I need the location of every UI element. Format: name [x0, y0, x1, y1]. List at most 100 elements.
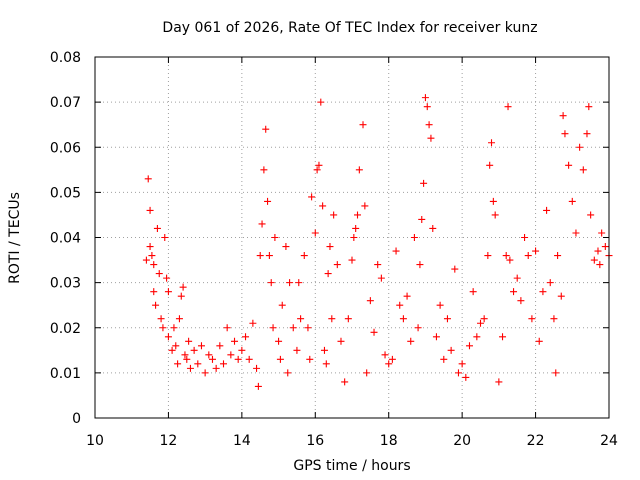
x-axis-label: GPS time / hours: [293, 458, 410, 474]
data-point: [284, 369, 292, 377]
data-point: [385, 360, 393, 368]
data-point: [181, 351, 189, 359]
data-point: [363, 369, 371, 377]
data-point: [216, 342, 224, 350]
x-tick-label: 24: [600, 433, 618, 449]
data-point: [488, 139, 496, 147]
data-point: [420, 179, 428, 187]
data-point: [447, 346, 455, 354]
data-point: [486, 161, 494, 169]
y-tick-label: 0: [72, 411, 81, 427]
data-point: [157, 315, 165, 323]
data-point: [185, 337, 193, 345]
data-point: [245, 355, 253, 363]
data-point: [366, 297, 374, 305]
data-point: [546, 279, 554, 287]
data-point: [596, 261, 604, 269]
data-point: [150, 261, 158, 269]
data-point: [504, 103, 512, 111]
data-point: [174, 360, 182, 368]
data-point: [517, 297, 525, 305]
data-point: [304, 324, 312, 332]
data-point: [278, 301, 286, 309]
data-point: [275, 337, 283, 345]
data-point: [502, 252, 510, 260]
data-point: [322, 360, 330, 368]
data-point: [557, 292, 565, 300]
data-point: [295, 279, 303, 287]
data-point: [333, 261, 341, 269]
data-point: [197, 342, 205, 350]
data-point: [484, 252, 492, 260]
data-point: [414, 324, 422, 332]
x-tick-label: 20: [453, 433, 471, 449]
data-point: [521, 234, 529, 241]
data-point: [265, 252, 273, 260]
data-point: [491, 211, 499, 219]
data-point: [308, 193, 316, 201]
data-point: [539, 288, 547, 296]
data-point: [313, 166, 321, 174]
data-point: [436, 301, 444, 309]
data-point: [432, 333, 440, 341]
data-point: [499, 333, 507, 341]
data-point: [535, 337, 543, 345]
data-point: [506, 256, 514, 264]
data-point: [293, 346, 301, 354]
data-point: [242, 333, 250, 341]
data-point: [425, 121, 433, 129]
y-tick-label: 0.04: [50, 231, 81, 247]
data-point: [253, 364, 261, 372]
data-point: [231, 337, 239, 345]
data-point: [477, 319, 484, 327]
data-point: [454, 369, 462, 377]
data-point: [179, 283, 187, 291]
data-point: [440, 355, 448, 363]
data-point: [194, 360, 202, 368]
data-point: [256, 252, 264, 260]
y-tick-label: 0.01: [50, 366, 81, 382]
data-point: [258, 220, 266, 228]
x-tick-label: 14: [233, 433, 251, 449]
data-point: [282, 243, 290, 251]
data-point: [326, 243, 334, 251]
data-point: [462, 373, 470, 381]
data-point: [208, 355, 216, 363]
data-point: [561, 130, 569, 138]
data-point: [469, 288, 477, 296]
data-point: [381, 351, 389, 359]
data-point: [146, 206, 154, 214]
data-point: [410, 234, 418, 241]
data-point: [374, 261, 382, 269]
data-point: [234, 355, 242, 363]
data-point: [513, 274, 521, 282]
data-point: [269, 324, 277, 332]
data-point: [359, 121, 367, 129]
data-point: [403, 292, 411, 300]
data-point: [320, 346, 328, 354]
data-point: [186, 364, 194, 372]
data-point: [150, 288, 158, 296]
y-tick-label: 0.02: [50, 321, 81, 337]
data-point: [344, 315, 352, 323]
data-point: [148, 252, 156, 260]
y-tick-label: 0.08: [50, 50, 81, 66]
data-point: [510, 288, 518, 296]
data-point: [458, 360, 466, 368]
data-point: [350, 234, 358, 241]
data-point: [427, 134, 435, 142]
data-point: [451, 265, 459, 273]
data-point: [423, 103, 431, 111]
data-point: [170, 324, 178, 332]
data-point: [175, 315, 183, 323]
data-point: [164, 288, 172, 296]
data-point: [416, 261, 424, 269]
data-point: [144, 175, 152, 183]
data-point: [348, 256, 356, 264]
data-point: [355, 166, 363, 174]
data-point: [324, 270, 332, 278]
data-point: [590, 256, 598, 264]
data-point: [579, 166, 587, 174]
data-point: [421, 94, 429, 102]
data-point: [465, 342, 473, 350]
